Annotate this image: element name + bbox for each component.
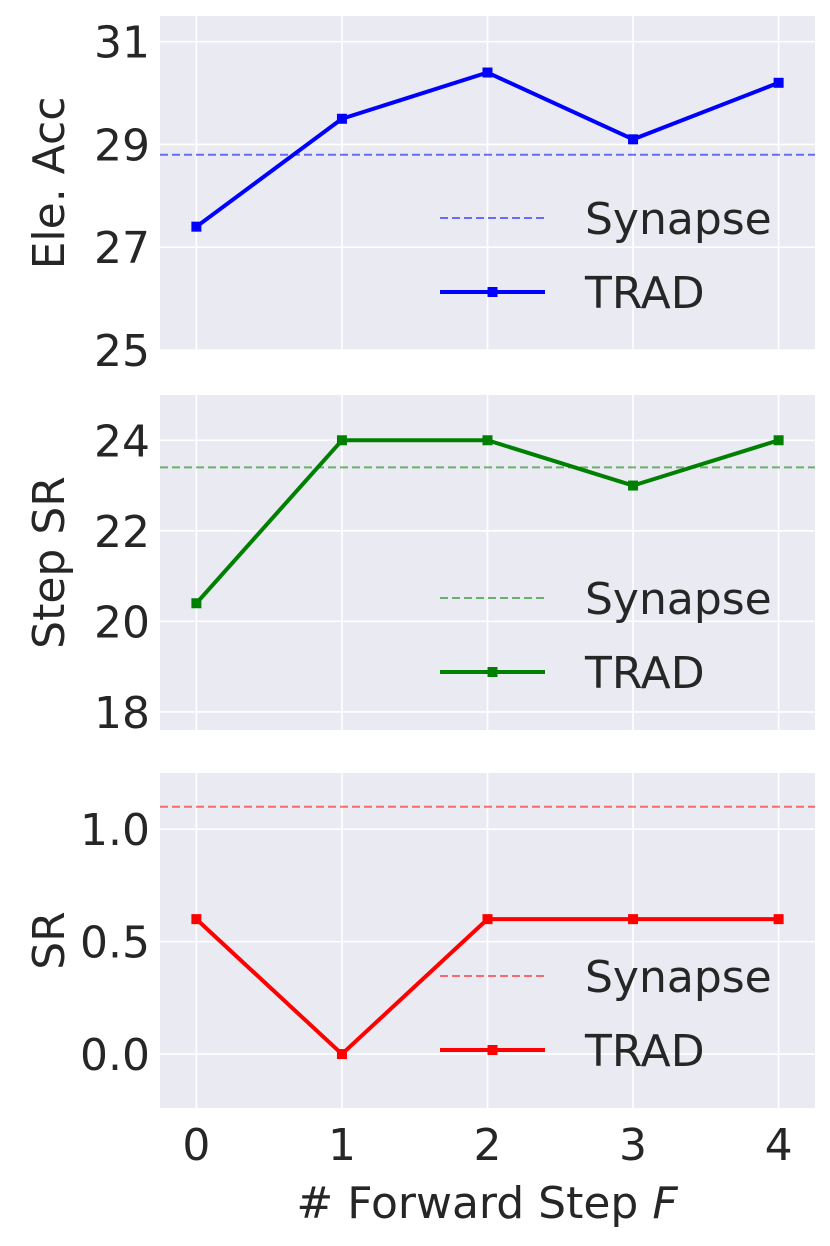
y-tick-label: 24 <box>94 416 150 467</box>
x-tick-label: 4 <box>765 1120 793 1171</box>
data-point <box>336 113 347 124</box>
data-point <box>773 914 784 925</box>
data-point <box>191 598 202 609</box>
data-point <box>628 134 639 145</box>
y-tick-label: 1.0 <box>80 805 150 856</box>
legend-item-trad: TRAD <box>440 268 705 319</box>
legend-label: TRAD <box>584 1026 705 1077</box>
data-point <box>191 221 202 232</box>
series-trad <box>191 435 784 609</box>
legend: Synapse TRAD <box>440 574 772 699</box>
data-point <box>628 480 639 491</box>
legend-label: Synapse <box>585 952 772 1003</box>
x-axis-label-text: # Forward Step <box>296 1178 652 1229</box>
y-tick-label: 31 <box>94 18 150 69</box>
legend-label: TRAD <box>584 268 705 319</box>
x-tick-label: 3 <box>619 1120 647 1171</box>
x-tick-label: 0 <box>182 1120 210 1171</box>
y-axis-label: SR <box>24 911 75 970</box>
data-point <box>482 67 493 78</box>
legend-item-trad: TRAD <box>440 1026 705 1077</box>
data-point <box>773 435 784 446</box>
data-point <box>336 435 347 446</box>
legend-marker <box>487 667 498 677</box>
y-tick-label: 20 <box>94 597 150 648</box>
x-tick-label: 2 <box>474 1120 502 1171</box>
y-axis-label: Step SR <box>24 476 75 649</box>
x-axis-label-variable: F <box>652 1178 678 1229</box>
data-point <box>336 1049 347 1060</box>
legend-label: Synapse <box>585 194 772 245</box>
legend-item-trad: TRAD <box>440 648 705 699</box>
data-point <box>191 914 202 925</box>
series-trad <box>191 914 784 1060</box>
data-point <box>628 914 639 925</box>
panel-step-sr: 18 20 22 24 Step SR Synapse TRAD <box>24 395 815 739</box>
y-tick-label: 0.0 <box>80 1030 150 1081</box>
panel-ele-acc: 25 27 29 31 Ele. Acc Synapse TRAD <box>24 16 815 377</box>
y-axis-label: Ele. Acc <box>24 97 75 270</box>
y-tick-label: 27 <box>94 223 150 274</box>
legend: Synapse TRAD <box>440 952 772 1077</box>
legend-label: TRAD <box>584 648 705 699</box>
y-tick-label: 22 <box>94 507 150 558</box>
panel-sr: 0.0 0.5 1.0 SR 0 1 2 3 4 Synapse TRAD <box>24 773 815 1171</box>
legend-marker <box>487 287 498 297</box>
x-tick-label: 1 <box>328 1120 356 1171</box>
y-tick-label: 29 <box>94 120 150 171</box>
data-point <box>773 77 784 88</box>
data-point <box>482 435 493 446</box>
legend-marker <box>487 1045 498 1055</box>
series-trad <box>191 67 784 232</box>
x-axis-label: # Forward Step F <box>296 1178 678 1229</box>
data-point <box>482 914 493 925</box>
legend-item-synapse: Synapse <box>440 574 772 625</box>
y-tick-label: 18 <box>94 688 150 739</box>
legend: Synapse TRAD <box>440 194 772 319</box>
y-tick-label: 25 <box>94 326 150 377</box>
legend-item-synapse: Synapse <box>440 194 772 245</box>
legend-label: Synapse <box>585 574 772 625</box>
y-tick-label: 0.5 <box>80 918 150 969</box>
legend-item-synapse: Synapse <box>440 952 772 1003</box>
